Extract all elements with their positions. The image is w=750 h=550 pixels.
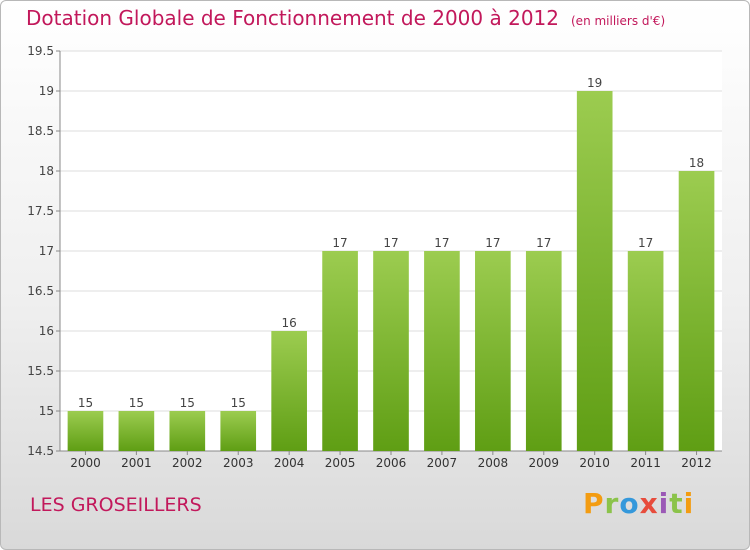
y-tick-label: 17	[39, 244, 54, 258]
y-tick-label: 18.5	[27, 124, 54, 138]
logo-letter: i	[658, 487, 670, 520]
data-label: 18	[689, 156, 704, 170]
y-tick-label: 18	[39, 164, 54, 178]
logo-letter: o	[619, 487, 640, 520]
logo-letter: i	[683, 487, 695, 520]
logo-letter: r	[604, 487, 620, 520]
data-label: 17	[383, 236, 398, 250]
chart-title: Dotation Globale de Fonctionnement de 20…	[26, 6, 665, 30]
bar	[169, 411, 206, 451]
logo-letter: x	[639, 487, 659, 520]
y-tick-label: 15.5	[27, 364, 54, 378]
x-tick-label: 2010	[579, 456, 610, 470]
bar	[322, 251, 358, 451]
y-tick-label: 15	[39, 404, 54, 418]
data-label: 17	[485, 236, 500, 250]
chart-subtitle: (en milliers d'€)	[571, 14, 666, 28]
bar	[220, 411, 257, 451]
x-tick-label: 2006	[376, 456, 407, 470]
y-tick-label: 16	[39, 324, 54, 338]
bar	[678, 171, 715, 451]
bar	[67, 411, 104, 451]
data-label: 17	[536, 236, 551, 250]
x-tick-label: 2004	[274, 456, 305, 470]
data-label: 17	[638, 236, 653, 250]
bar	[627, 251, 664, 451]
logo-letter: t	[669, 487, 684, 520]
bar	[525, 251, 562, 451]
bar	[118, 411, 155, 451]
y-tick-label: 19	[39, 84, 54, 98]
y-tick-label: 19.5	[27, 44, 54, 58]
y-tick-label: 17.5	[27, 204, 54, 218]
proxiti-logo: Proxiti	[583, 487, 694, 520]
x-tick-label: 2009	[528, 456, 559, 470]
x-tick-label: 2008	[478, 456, 509, 470]
bar	[424, 251, 460, 451]
x-tick-label: 2000	[70, 456, 101, 470]
data-label: 19	[587, 76, 602, 90]
x-tick-label: 2002	[172, 456, 203, 470]
x-tick-label: 2011	[630, 456, 661, 470]
x-tick-label: 2003	[223, 456, 254, 470]
data-label: 15	[231, 396, 246, 410]
bar	[475, 251, 511, 451]
bar	[373, 251, 409, 451]
x-tick-label: 2005	[325, 456, 356, 470]
x-tick-label: 2001	[121, 456, 152, 470]
logo-letter: P	[583, 487, 605, 520]
bar	[271, 331, 307, 451]
data-label: 15	[78, 396, 93, 410]
data-label: 15	[129, 396, 144, 410]
x-tick-label: 2007	[427, 456, 458, 470]
chart-title-text: Dotation Globale de Fonctionnement de 20…	[26, 6, 559, 30]
data-label: 15	[180, 396, 195, 410]
y-tick-label: 16.5	[27, 284, 54, 298]
data-label: 17	[332, 236, 347, 250]
commune-name: LES GROSEILLERS	[30, 494, 202, 516]
y-tick-label: 14.5	[27, 444, 54, 458]
data-label: 17	[434, 236, 449, 250]
x-tick-label: 2012	[681, 456, 712, 470]
data-label: 16	[282, 316, 297, 330]
bar	[576, 91, 613, 451]
